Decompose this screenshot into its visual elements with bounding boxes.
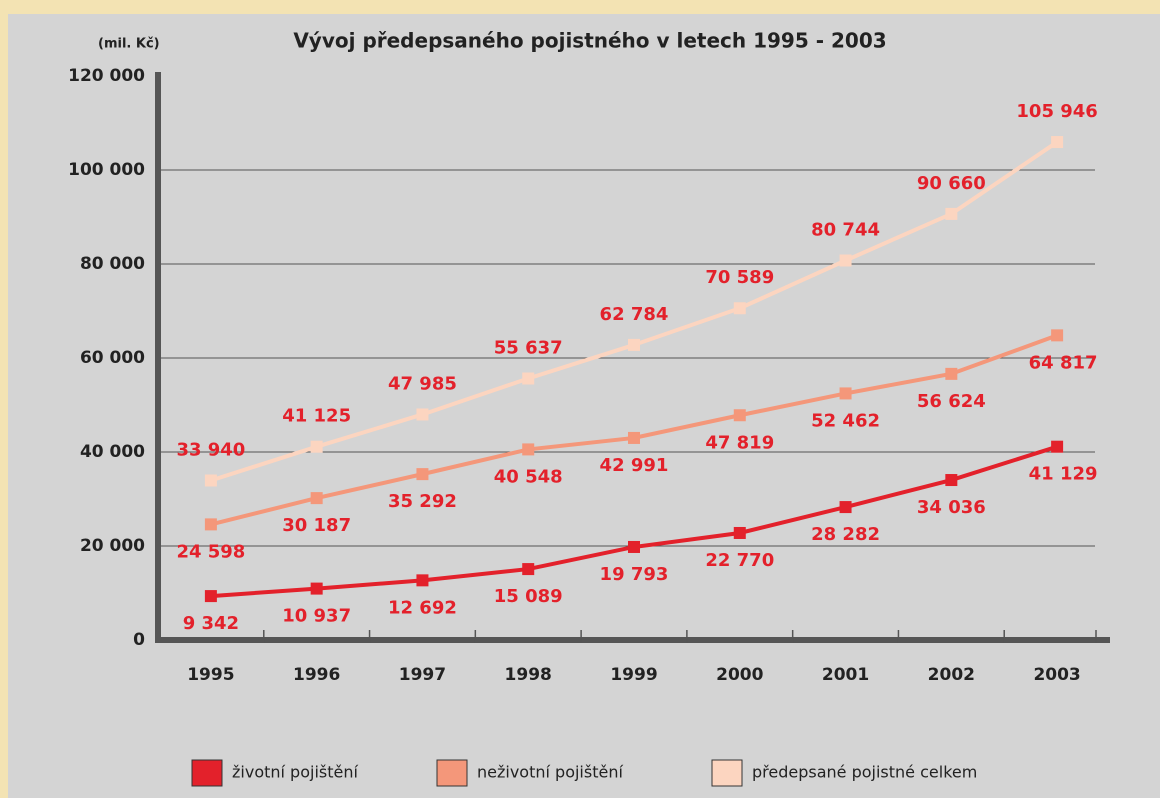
y-tick-label: 40 000 xyxy=(80,442,145,462)
point xyxy=(204,474,217,487)
unit-label: (mil. Kč) xyxy=(98,37,160,52)
point xyxy=(416,468,429,481)
legend-label: předepsané pojistné celkem xyxy=(752,763,977,782)
y-tick-label: 20 000 xyxy=(80,536,145,556)
point xyxy=(733,526,746,539)
y-tick-label: 120 000 xyxy=(68,66,145,86)
point xyxy=(204,518,217,531)
y-tick-label: 80 000 xyxy=(80,254,145,274)
point xyxy=(522,443,535,456)
value-label: 34 036 xyxy=(917,497,986,518)
value-label: 52 462 xyxy=(811,410,880,431)
value-label: 19 793 xyxy=(600,564,669,585)
value-label: 10 937 xyxy=(282,606,351,627)
point xyxy=(733,302,746,315)
panel xyxy=(8,14,1160,798)
value-label: 70 589 xyxy=(705,267,774,288)
x-tick-label: 2001 xyxy=(822,665,869,685)
value-label: 90 660 xyxy=(917,173,986,194)
x-tick-label: 1998 xyxy=(505,665,552,685)
value-label: 62 784 xyxy=(600,304,669,325)
value-label: 55 637 xyxy=(494,338,563,359)
value-label: 56 624 xyxy=(917,391,986,412)
point xyxy=(945,367,958,380)
value-label: 47 985 xyxy=(388,373,457,394)
point xyxy=(1051,440,1064,453)
value-label: 64 817 xyxy=(1029,352,1098,373)
point xyxy=(839,254,852,267)
point xyxy=(1051,329,1064,342)
point xyxy=(522,372,535,385)
value-label: 42 991 xyxy=(600,455,669,476)
x-tick-label: 2002 xyxy=(928,665,975,685)
point xyxy=(416,574,429,587)
value-label: 105 946 xyxy=(1016,101,1097,122)
legend-swatch xyxy=(191,759,223,787)
point xyxy=(628,338,640,351)
legend-label: životní pojištění xyxy=(232,763,358,782)
value-label: 80 744 xyxy=(811,220,880,241)
value-label: 24 598 xyxy=(176,541,245,562)
x-tick-label: 1996 xyxy=(293,665,340,685)
x-tick-label: 1999 xyxy=(610,665,657,685)
point xyxy=(204,590,217,603)
value-label: 22 770 xyxy=(705,550,774,571)
y-tick-label: 60 000 xyxy=(80,348,145,368)
value-label: 28 282 xyxy=(811,524,880,545)
point xyxy=(628,431,640,444)
value-label: 40 548 xyxy=(494,466,563,487)
value-label: 12 692 xyxy=(388,597,457,618)
point xyxy=(310,440,323,453)
x-tick-label: 1997 xyxy=(399,665,446,685)
value-label: 41 129 xyxy=(1029,464,1098,485)
legend-swatch xyxy=(711,759,743,787)
point xyxy=(839,387,852,400)
y-tick-label: 0 xyxy=(133,630,145,650)
legend-swatch xyxy=(436,759,468,787)
point xyxy=(310,492,323,505)
value-label: 47 819 xyxy=(705,432,774,453)
x-tick-label: 2000 xyxy=(716,665,763,685)
value-label: 33 940 xyxy=(176,439,245,460)
point xyxy=(839,501,852,514)
point xyxy=(945,207,958,220)
point xyxy=(522,563,535,576)
x-tick-label: 2003 xyxy=(1033,665,1080,685)
chart-title: Vývoj předepsaného pojistného v letech 1… xyxy=(293,29,886,53)
value-label: 35 292 xyxy=(388,491,457,512)
value-label: 41 125 xyxy=(282,406,351,427)
value-label: 15 089 xyxy=(494,586,563,607)
point xyxy=(310,582,323,595)
point xyxy=(945,474,958,487)
x-tick-label: 1995 xyxy=(187,665,234,685)
y-tick-label: 100 000 xyxy=(68,160,145,180)
legend-label: neživotní pojištění xyxy=(477,763,623,782)
point xyxy=(733,409,746,422)
value-label: 9 342 xyxy=(183,613,239,634)
point xyxy=(628,540,640,553)
point xyxy=(416,408,429,421)
value-label: 30 187 xyxy=(282,515,351,536)
point xyxy=(1051,136,1064,149)
